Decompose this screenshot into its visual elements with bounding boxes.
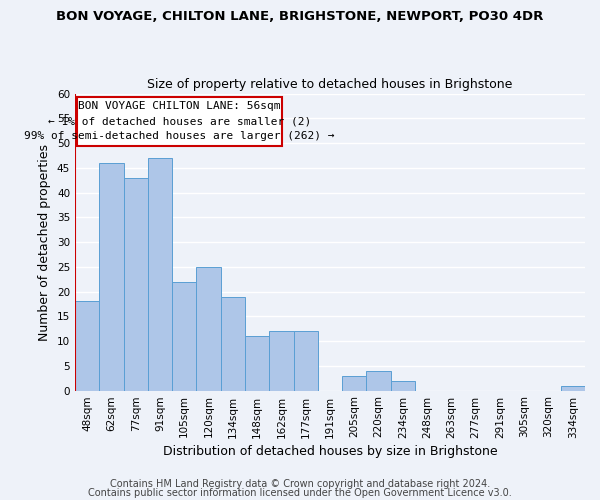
Bar (99, 163, 124, 390)
Bar (391, 380, 415, 390)
X-axis label: Distribution of detached houses by size in Brighstone: Distribution of detached houses by size … (163, 444, 497, 458)
Bar (245, 336, 269, 390)
Bar (221, 296, 245, 390)
FancyBboxPatch shape (77, 96, 281, 146)
Y-axis label: Number of detached properties: Number of detached properties (38, 144, 51, 340)
Text: Contains public sector information licensed under the Open Government Licence v3: Contains public sector information licen… (88, 488, 512, 498)
Text: BON VOYAGE, CHILTON LANE, BRIGHSTONE, NEWPORT, PO30 4DR: BON VOYAGE, CHILTON LANE, BRIGHSTONE, NE… (56, 10, 544, 23)
Text: Contains HM Land Registry data © Crown copyright and database right 2024.: Contains HM Land Registry data © Crown c… (110, 479, 490, 489)
Bar (148, 158, 172, 390)
Bar (124, 178, 148, 390)
Bar (342, 376, 367, 390)
Bar (196, 267, 221, 390)
Text: BON VOYAGE CHILTON LANE: 56sqm
← 1% of detached houses are smaller (2)
99% of se: BON VOYAGE CHILTON LANE: 56sqm ← 1% of d… (24, 101, 335, 141)
Bar (367, 371, 391, 390)
Bar (293, 331, 318, 390)
Bar (75, 302, 99, 390)
Title: Size of property relative to detached houses in Brighstone: Size of property relative to detached ho… (147, 78, 512, 91)
Bar (172, 282, 196, 391)
Bar (269, 331, 293, 390)
Bar (561, 386, 585, 390)
